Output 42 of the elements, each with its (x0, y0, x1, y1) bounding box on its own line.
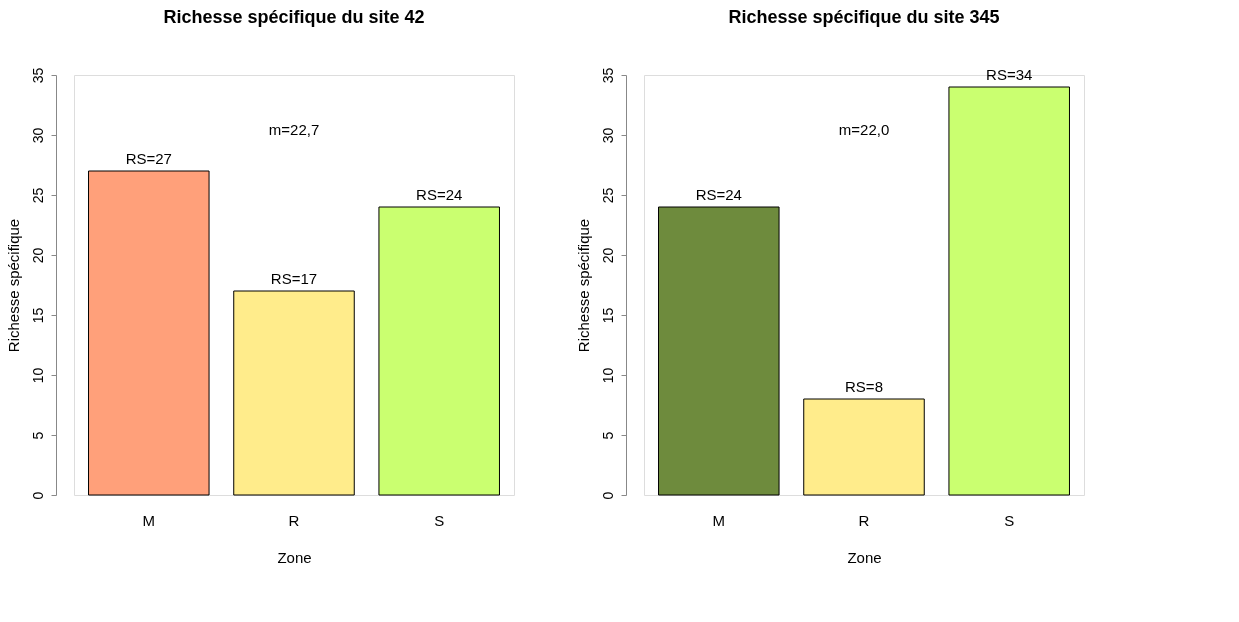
data-label: RS=34 (986, 66, 1033, 83)
data-label: RS=17 (270, 270, 318, 287)
y-tick-label: 20 (29, 247, 46, 264)
x-axis-title: Zone (847, 548, 882, 566)
y-axis-title: Richesse spécifique (574, 218, 592, 353)
y-tick-label: 15 (29, 307, 46, 324)
x-tick-label: M (712, 511, 726, 529)
bar (803, 398, 925, 496)
y-axis-title: Richesse spécifique (4, 218, 22, 353)
y-tick-label: 0 (29, 491, 46, 500)
y-tick-label: 5 (599, 431, 616, 440)
x-tick-label: R (288, 511, 300, 529)
y-tick-label: 20 (599, 247, 616, 264)
y-tick-label: 0 (599, 491, 616, 500)
annotation: m=22,0 (838, 121, 890, 138)
y-tick-label: 30 (29, 127, 46, 144)
data-label: RS=24 (695, 186, 742, 203)
x-tick-label: R (858, 511, 870, 529)
bar (233, 290, 355, 496)
chart-title: Richesse spécifique du site 345 (728, 7, 1000, 28)
bar (88, 170, 210, 496)
y-tick-label: 10 (29, 367, 46, 384)
y-tick-label: 10 (599, 367, 616, 384)
x-axis-title: Zone (277, 548, 312, 566)
bar (658, 206, 780, 496)
bar (948, 86, 1070, 496)
y-tick-label: 15 (599, 307, 616, 324)
data-label: RS=8 (845, 378, 883, 395)
data-label: RS=24 (416, 186, 463, 203)
y-tick-label: 35 (29, 67, 46, 84)
y-tick-label: 5 (29, 431, 46, 440)
x-tick-label: S (434, 511, 445, 529)
y-tick-label: 25 (599, 187, 616, 204)
x-tick-label: M (142, 511, 156, 529)
bar (378, 206, 500, 496)
y-tick-label: 30 (599, 127, 616, 144)
x-tick-label: S (1004, 511, 1015, 529)
annotation: m=22,7 (268, 121, 320, 138)
y-tick-label: 35 (599, 67, 616, 84)
data-label: RS=27 (125, 150, 172, 167)
y-tick-label: 25 (29, 187, 46, 204)
chart-title: Richesse spécifique du site 42 (163, 7, 425, 28)
